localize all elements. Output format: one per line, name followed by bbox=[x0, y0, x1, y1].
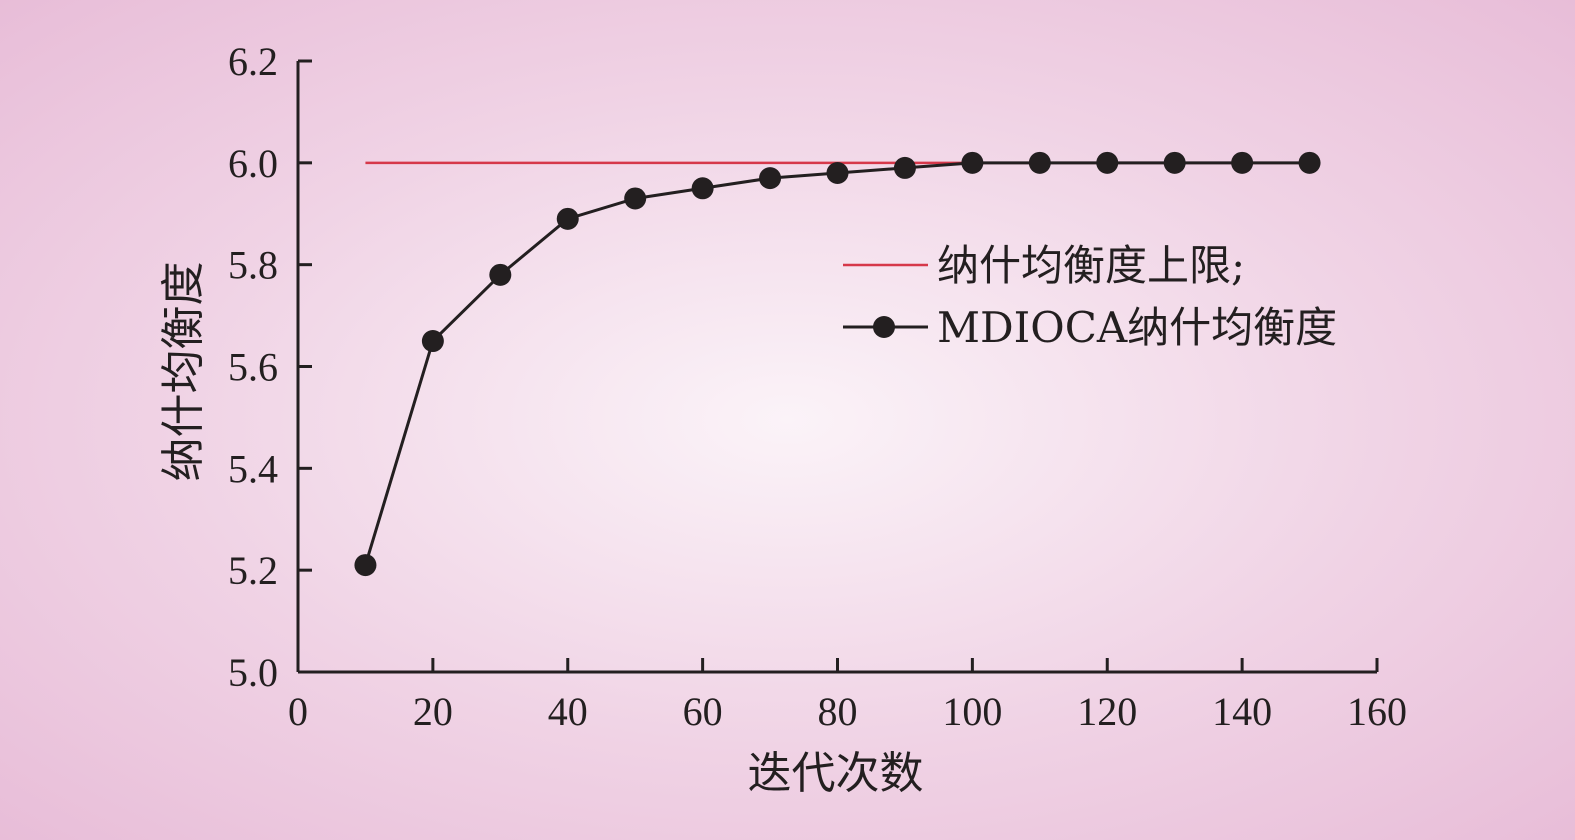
y-tick-label: 6.0 bbox=[228, 141, 278, 186]
y-tick-label: 5.8 bbox=[228, 243, 278, 288]
series-layer bbox=[354, 151, 1321, 577]
x-tick-label: 60 bbox=[683, 689, 723, 734]
x-tick-label: 20 bbox=[413, 689, 453, 734]
y-tick-label: 5.6 bbox=[228, 345, 278, 390]
data-point bbox=[1163, 151, 1186, 174]
y-axis-title: 纳什均衡度 bbox=[158, 262, 209, 482]
data-point bbox=[556, 207, 579, 230]
data-point bbox=[759, 167, 782, 190]
axes bbox=[296, 61, 1377, 674]
legend-label-2: MDIOCA纳什均衡度 bbox=[937, 303, 1337, 352]
x-tick-label: 100 bbox=[942, 689, 1002, 734]
data-point bbox=[354, 554, 377, 577]
y-tick-label: 5.4 bbox=[228, 446, 278, 491]
data-point bbox=[624, 187, 647, 210]
data-point bbox=[961, 151, 984, 174]
x-tick-label: 80 bbox=[818, 689, 858, 734]
series-line-2 bbox=[364, 161, 1310, 566]
data-point bbox=[691, 177, 714, 200]
data-point bbox=[893, 156, 916, 179]
data-point bbox=[1028, 151, 1051, 174]
x-tick-label: 40 bbox=[548, 689, 588, 734]
y-tick-label: 5.0 bbox=[228, 650, 278, 695]
x-tick-label: 120 bbox=[1077, 689, 1137, 734]
x-tick-label: 160 bbox=[1347, 689, 1407, 734]
data-point bbox=[1096, 151, 1119, 174]
y-tick-label: 5.2 bbox=[228, 548, 278, 593]
legend-marker-2 bbox=[873, 316, 895, 338]
legend-label-1: 纳什均衡度上限; bbox=[937, 241, 1245, 290]
x-tick-label: 0 bbox=[288, 689, 308, 734]
data-point bbox=[826, 162, 849, 185]
y-tick-label: 6.2 bbox=[228, 39, 278, 84]
legend: 纳什均衡度上限; MDIOCA纳什均衡度 bbox=[843, 241, 1337, 352]
data-point bbox=[489, 263, 512, 286]
x-tick-label: 140 bbox=[1212, 689, 1272, 734]
ticks: 0 20 40 60 80 100 120 140 160 5.0 5.2 5.4 5.6 5.8 6.0 6… bbox=[228, 39, 1407, 734]
data-point bbox=[421, 330, 444, 353]
x-axis-title: 迭代次数 bbox=[748, 748, 924, 799]
data-point bbox=[1298, 151, 1321, 174]
data-point bbox=[1231, 151, 1254, 174]
